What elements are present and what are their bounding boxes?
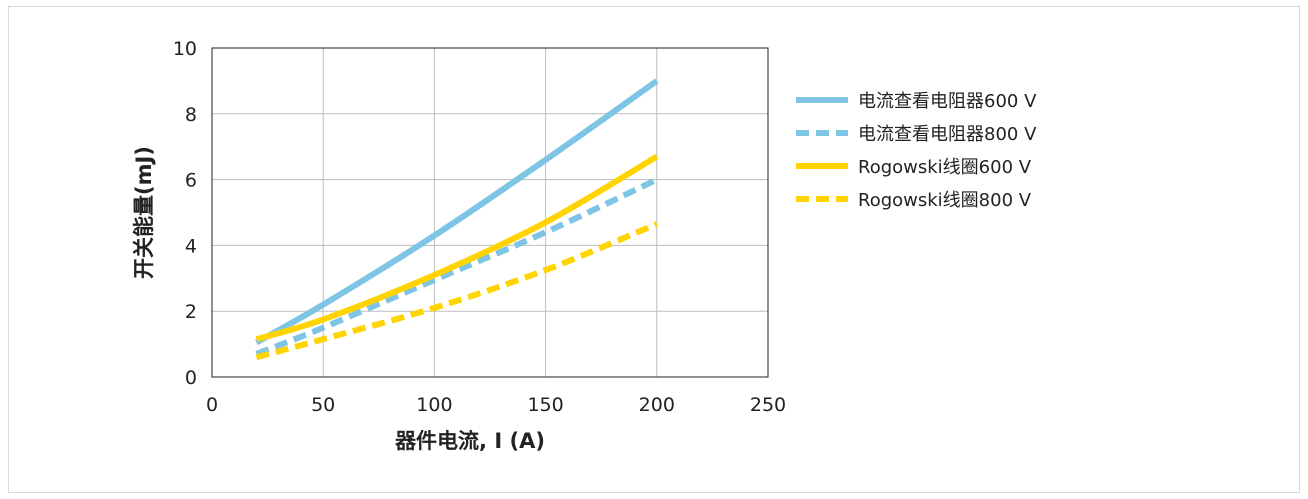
chart-frame xyxy=(8,6,1300,493)
legend-label-1: 电流查看电阻器600 V xyxy=(858,91,1037,112)
series-line-4 xyxy=(255,221,658,361)
series-line-2 xyxy=(255,176,659,357)
y-tick-label: 6 xyxy=(185,170,197,192)
legend-label-3: Rogowski线圈600 V xyxy=(858,157,1032,178)
series-line-3 xyxy=(255,153,659,343)
x-tick-label: 0 xyxy=(206,394,218,416)
legend-label-4: Rogowski线圈800 V xyxy=(858,190,1032,211)
y-tick-label: 4 xyxy=(185,235,197,257)
x-tick-label: 50 xyxy=(311,394,335,416)
series-line-1 xyxy=(255,78,659,346)
x-tick-label: 100 xyxy=(416,394,452,416)
y-tick-label: 8 xyxy=(185,104,197,126)
x-axis-title: 器件电流, I (A) xyxy=(394,429,545,453)
x-tick-label: 150 xyxy=(527,394,563,416)
legend-label-2: 电流查看电阻器800 V xyxy=(858,124,1037,145)
y-axis-title: 开关能量(mJ) xyxy=(132,146,156,279)
y-tick-label: 0 xyxy=(185,367,197,389)
plot-border xyxy=(211,47,769,378)
series-layer xyxy=(255,78,659,361)
x-tick-label: 250 xyxy=(750,394,786,416)
x-tick-label: 200 xyxy=(639,394,675,416)
y-tick-label: 2 xyxy=(185,301,197,323)
y-tick-label: 10 xyxy=(173,38,197,60)
legend: 电流查看电阻器600 V 电流查看电阻器800 V Rogowski线圈600 V R… xyxy=(796,91,1037,211)
tick-labels: 0 50 100 150 200 250 0 2 4 6 8 10 xyxy=(173,38,786,416)
